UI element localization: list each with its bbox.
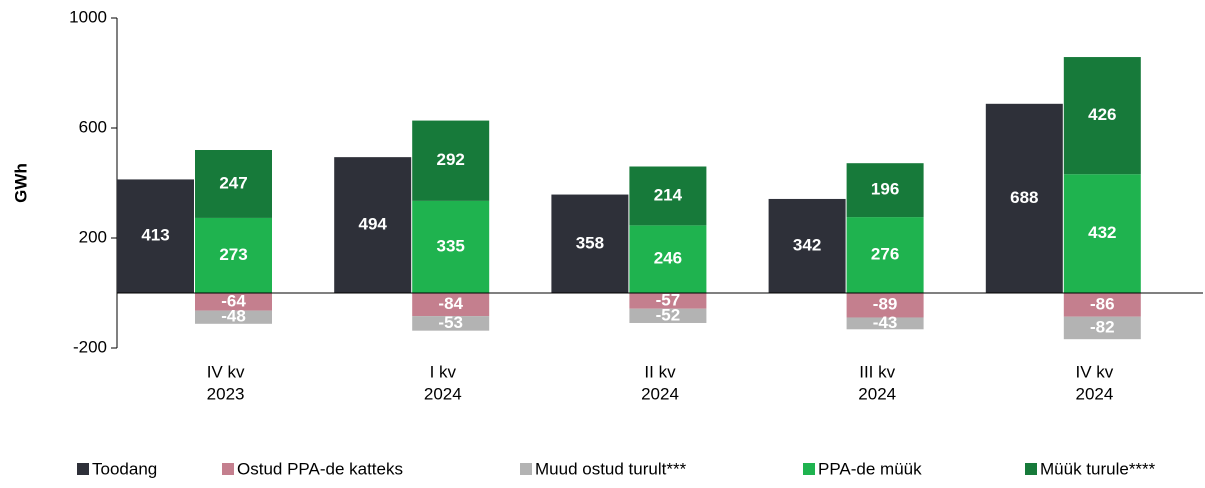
data-label: -64 (221, 291, 246, 310)
bar-segment (629, 225, 707, 293)
bar-segment (195, 310, 272, 324)
y-tick-label: -200 (73, 337, 107, 356)
legend-label: Muud ostud turult*** (535, 459, 687, 478)
data-label: -53 (438, 313, 463, 332)
x-tick-label: I kv (430, 362, 457, 381)
y-axis-label: GWh (11, 163, 30, 203)
bar-segment (334, 157, 412, 293)
x-tick-label: IV kv (207, 362, 245, 381)
bar-segment (846, 217, 924, 293)
legend-swatch (520, 463, 532, 475)
legend-label: Toodang (92, 459, 157, 478)
data-label: 246 (654, 249, 682, 268)
legend-label: PPA-de müük (818, 459, 922, 478)
data-label: 196 (871, 180, 899, 199)
bar-segment (551, 194, 629, 293)
bar-segment (629, 308, 707, 323)
y-tick-label: 200 (79, 227, 107, 246)
data-label: 276 (871, 245, 899, 264)
x-tick-label: 2024 (858, 384, 896, 403)
data-label: -43 (873, 313, 898, 332)
x-tick-label: 2024 (424, 384, 462, 403)
bar-segment (117, 179, 194, 293)
data-label: 292 (437, 150, 465, 169)
legend-swatch (77, 463, 89, 475)
legend-label: Ostud PPA-de katteks (237, 459, 403, 478)
data-label: 494 (359, 215, 388, 234)
data-label: 273 (219, 245, 247, 264)
bar-segment (412, 293, 490, 317)
x-tick-label: IV kv (1076, 362, 1114, 381)
bar-segment (195, 217, 272, 293)
x-tick-label: 2024 (1075, 384, 1113, 403)
legend-swatch (803, 463, 815, 475)
bar-segment (1063, 57, 1141, 175)
data-label: 413 (141, 226, 169, 245)
bar-segment (1063, 293, 1141, 317)
data-label: 335 (437, 236, 465, 255)
bar-segment (629, 293, 707, 309)
data-label: -89 (873, 295, 898, 314)
bar-segment (629, 166, 707, 226)
data-label: -48 (221, 307, 246, 326)
bar-segment (412, 120, 490, 201)
data-label: 688 (1010, 188, 1038, 207)
bar-segment (1063, 174, 1141, 293)
data-label: 214 (654, 185, 683, 204)
x-tick-label: 2024 (641, 384, 679, 403)
data-label: -52 (656, 305, 681, 324)
bar-segment (412, 316, 490, 331)
legend-swatch (222, 463, 234, 475)
x-tick-label: 2023 (207, 384, 245, 403)
data-label: -84 (438, 294, 463, 313)
legend-swatch (1025, 463, 1037, 475)
bar-segment (1063, 316, 1141, 340)
bar-segment (195, 150, 272, 218)
bar-segment (412, 200, 490, 293)
x-tick-label: II kv (644, 362, 676, 381)
bar-segment (846, 163, 924, 218)
data-label: -57 (656, 290, 681, 309)
x-tick-label: III kv (859, 362, 895, 381)
bar-segment (846, 293, 924, 318)
data-label: 426 (1088, 105, 1116, 124)
y-tick-label: 600 (79, 117, 107, 136)
bar-segment (985, 103, 1063, 293)
y-tick-label: 1000 (69, 7, 107, 26)
bar-segment (846, 317, 924, 330)
legend-label: Müük turule**** (1040, 459, 1156, 478)
data-label: -86 (1090, 294, 1115, 313)
data-label: -82 (1090, 317, 1115, 336)
data-label: 358 (576, 233, 604, 252)
bar-segment (768, 198, 846, 293)
data-label: 247 (219, 173, 247, 192)
bar-segment (195, 293, 272, 311)
data-label: 342 (793, 235, 821, 254)
data-label: 432 (1088, 223, 1116, 242)
